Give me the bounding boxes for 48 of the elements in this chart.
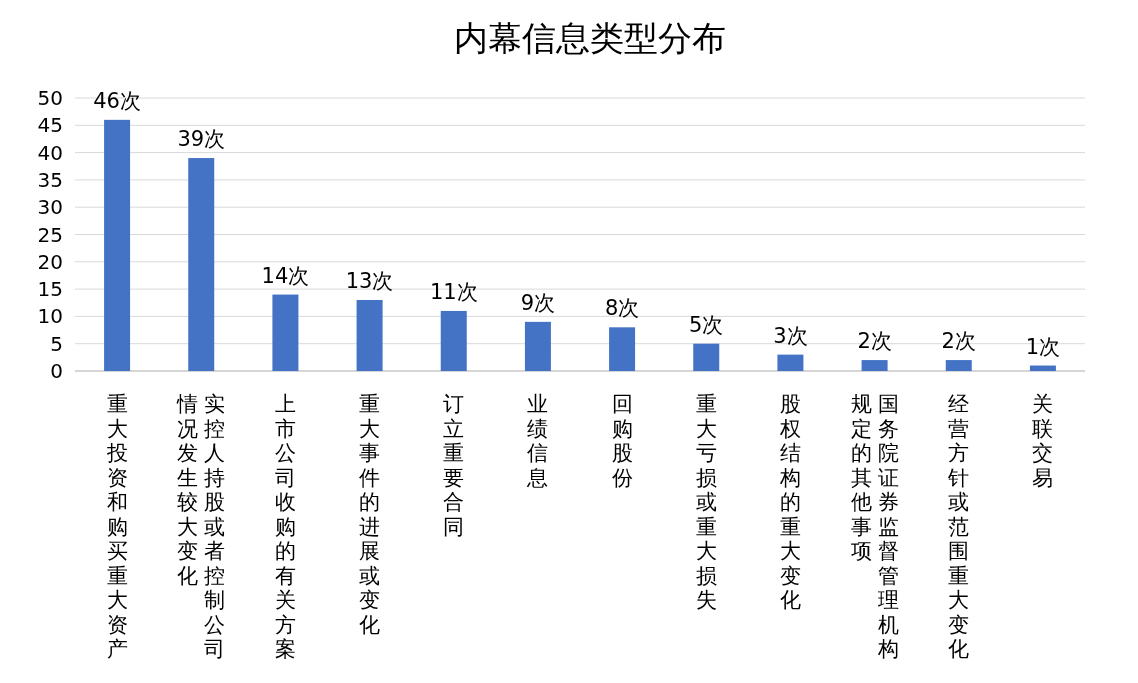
y-tick-label: 35 (37, 167, 63, 192)
x-tick-label: 订立重要合同 (443, 392, 465, 541)
category-label: 重大事件的进展或变化 (359, 392, 381, 637)
data-label: 3次 (773, 323, 808, 348)
bar (524, 321, 551, 371)
bar (104, 119, 131, 371)
data-label: 1次 (1025, 334, 1061, 359)
bar (609, 327, 636, 371)
data-label: 11次 (429, 279, 478, 304)
data-label: 2次 (941, 329, 976, 354)
data-label: 46次 (93, 88, 141, 113)
y-tick-label: 10 (37, 304, 63, 329)
category-label: 上市公司收购的有关方案 (274, 392, 296, 661)
bar (188, 158, 215, 371)
y-tick-label: 5 (50, 331, 63, 356)
data-label: 13次 (345, 269, 394, 294)
bar (945, 360, 972, 371)
x-tick-label: 回购股份 (611, 392, 633, 492)
category-label: 实控人持股或者控制公司情况发生较大变化 (177, 392, 226, 661)
category-label: 国务院证券监督管理机构规定的其他事项 (850, 392, 899, 661)
category-label: 重大投资和购买重大资产 (106, 392, 128, 661)
bar (1029, 365, 1056, 371)
data-label: 14次 (261, 263, 310, 288)
bar (861, 360, 888, 371)
y-tick-label: 50 (37, 86, 63, 110)
x-tick-label: 业绩信息 (527, 392, 549, 492)
y-tick-label: 30 (37, 195, 63, 220)
y-tick-label: 15 (37, 277, 63, 302)
category-label: 股权结构的重大变化 (779, 392, 801, 612)
y-tick-label: 0 (50, 359, 63, 383)
data-label: 39次 (177, 127, 226, 152)
bar (440, 310, 467, 371)
x-tick-label: 关联交易 (1032, 392, 1054, 492)
y-tick-label: 40 (37, 140, 63, 165)
data-label: 9次 (520, 290, 556, 315)
category-label: 经营方针或范围重大变化 (948, 392, 970, 661)
y-tick-label: 20 (37, 249, 63, 274)
bar (777, 354, 804, 371)
y-tick-label: 45 (37, 113, 63, 138)
data-label: 8次 (604, 296, 640, 321)
bar (693, 343, 720, 371)
data-label: 5次 (689, 312, 724, 337)
category-label: 重大亏损或重大损失 (695, 392, 717, 612)
chart-title: 内幕信息类型分布 (454, 18, 726, 58)
bar (272, 294, 299, 371)
bar (356, 300, 383, 371)
data-label: 2次 (857, 329, 892, 354)
y-tick-label: 25 (37, 222, 63, 247)
